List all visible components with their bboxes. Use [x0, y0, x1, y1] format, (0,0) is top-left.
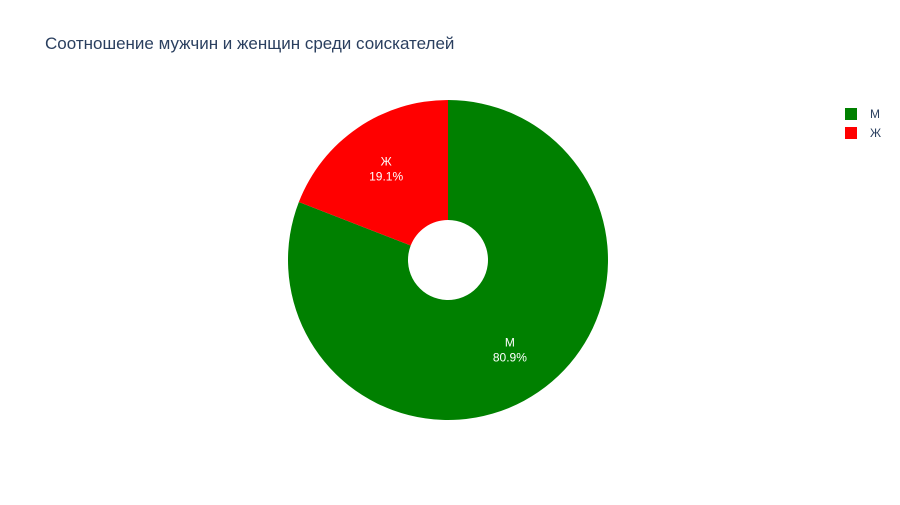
legend: МЖ — [845, 107, 881, 140]
legend-label-0[interactable]: М — [870, 107, 880, 121]
legend-label-1[interactable]: Ж — [870, 126, 881, 140]
pie-slice-0[interactable] — [288, 100, 608, 420]
legend-swatch-0[interactable] — [845, 108, 857, 120]
pie-slice-1[interactable] — [298, 100, 448, 246]
slice-percent-0: 80.9% — [493, 350, 527, 364]
pie-slices — [288, 100, 608, 420]
slice-label-0: М — [505, 335, 515, 349]
legend-swatch-1[interactable] — [845, 127, 857, 139]
slice-percent-1: 19.1% — [369, 170, 403, 184]
slice-labels: М80.9% Ж19.1% — [369, 155, 527, 365]
chart-title: Соотношение мужчин и женщин среди соиска… — [45, 34, 455, 53]
slice-label-1: Ж — [381, 155, 392, 169]
